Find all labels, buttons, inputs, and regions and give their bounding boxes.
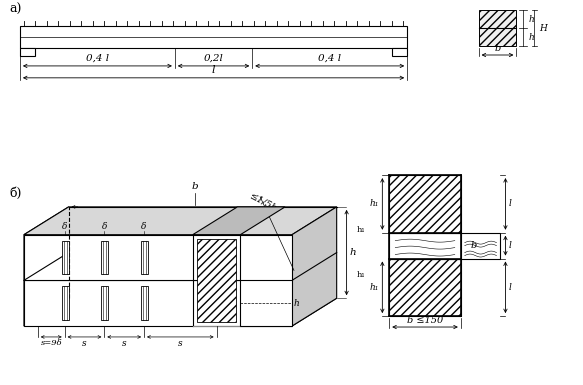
Bar [240, 235, 292, 326]
Text: h₁: h₁ [357, 271, 365, 280]
Text: 0,2l: 0,2l [203, 54, 223, 63]
Text: b ≤150: b ≤150 [407, 316, 443, 325]
Text: l: l [508, 283, 511, 292]
Text: 0,4 l: 0,4 l [86, 54, 109, 63]
Bar [62, 241, 69, 275]
Bar [389, 175, 461, 233]
Polygon shape [193, 207, 285, 235]
Polygon shape [292, 207, 336, 326]
Text: h₁: h₁ [240, 208, 250, 218]
Bar [141, 241, 148, 275]
Text: s: s [82, 339, 87, 348]
Bar [20, 48, 35, 56]
Text: ≤1/5h: ≤1/5h [248, 191, 279, 213]
Text: s=9δ: s=9δ [40, 339, 62, 347]
Bar [24, 235, 292, 280]
Text: δ: δ [142, 222, 147, 231]
Bar [101, 286, 108, 320]
Bar [101, 241, 108, 275]
Bar [141, 286, 148, 320]
Text: 0,4 l: 0,4 l [318, 54, 341, 63]
Text: h₁: h₁ [370, 283, 380, 292]
Text: h₁: h₁ [357, 226, 365, 234]
Text: s: s [122, 339, 127, 348]
Text: l: l [508, 241, 511, 250]
Bar [196, 239, 236, 322]
Text: H: H [539, 24, 547, 33]
Polygon shape [24, 207, 69, 326]
Bar [62, 286, 69, 320]
Text: h: h [294, 299, 300, 308]
Bar [392, 48, 407, 56]
Text: l: l [212, 65, 215, 75]
Bar [461, 233, 500, 258]
Text: δ: δ [62, 222, 67, 231]
Text: b: b [494, 44, 501, 53]
Bar [389, 258, 461, 316]
Text: l: l [508, 199, 511, 208]
Polygon shape [24, 207, 336, 235]
Bar [24, 280, 292, 326]
Polygon shape [24, 298, 336, 326]
Text: b: b [470, 241, 477, 250]
Text: h: h [528, 15, 534, 24]
Text: b: b [191, 182, 198, 191]
Text: h₁: h₁ [370, 199, 380, 208]
Bar [479, 10, 517, 28]
Text: a): a) [9, 3, 22, 17]
Text: б): б) [9, 187, 22, 200]
Bar [479, 28, 517, 46]
Text: s: s [178, 339, 182, 348]
Bar [20, 26, 407, 48]
Text: δ: δ [101, 222, 107, 231]
Text: h: h [350, 248, 356, 257]
Bar [389, 233, 461, 258]
Text: h: h [528, 33, 534, 42]
